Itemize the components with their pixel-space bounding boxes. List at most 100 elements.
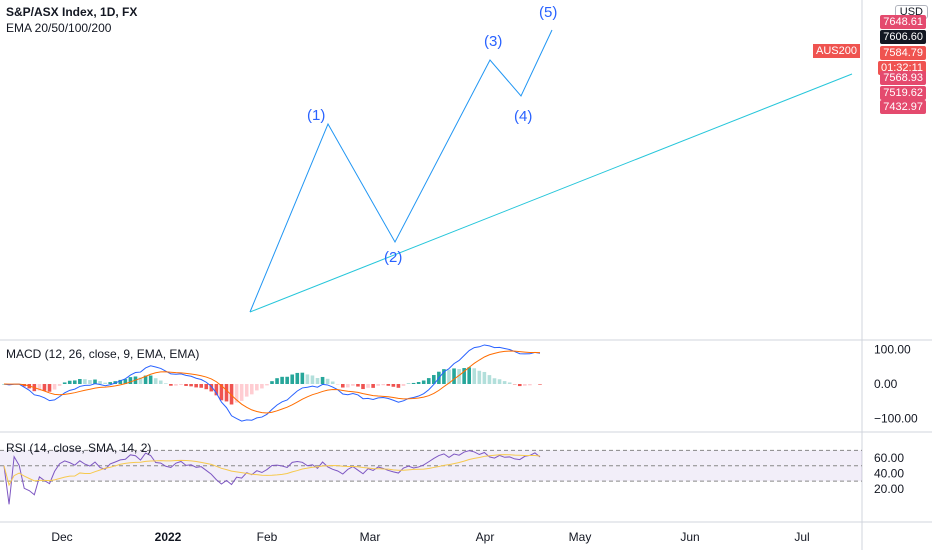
macd-histogram-bar <box>184 384 188 386</box>
x-tick-label: 2022 <box>155 530 182 544</box>
wave-label: (3) <box>484 33 502 50</box>
macd-histogram-bar <box>224 384 229 402</box>
macd-histogram-bar <box>310 375 315 384</box>
macd-histogram-bar <box>528 384 532 386</box>
macd-histogram-bar <box>280 376 284 384</box>
macd-histogram-bar <box>108 382 112 384</box>
macd-histogram-bar <box>426 378 431 384</box>
elliott-wave-line <box>249 29 553 313</box>
macd-histogram-bar <box>381 384 386 386</box>
macd-histogram-bar <box>487 375 492 384</box>
macd-histogram-bar <box>158 380 163 384</box>
macd-histogram-bar <box>523 384 527 386</box>
macd-histogram-bar <box>447 369 451 384</box>
macd-histogram-bar <box>320 376 325 384</box>
macd-histogram-bar <box>482 371 487 384</box>
support-trendline <box>249 73 853 313</box>
macd-histogram-bar <box>346 384 350 388</box>
macd-histogram-bar <box>492 378 497 384</box>
macd-histogram-bar <box>477 370 482 384</box>
rsi-line <box>3 450 541 505</box>
macd-histogram-bar <box>351 384 355 386</box>
wave-label: (1) <box>307 107 325 124</box>
macd-histogram-bar <box>442 369 446 384</box>
macd-histogram-bar <box>396 384 401 388</box>
macd-histogram-bar <box>234 384 239 403</box>
macd-histogram-bar <box>538 384 542 385</box>
macd-histogram-bar <box>219 384 224 401</box>
macd-title: MACD (12, 26, close, 9, EMA, EMA) <box>6 347 200 361</box>
macd-histogram-bar <box>199 384 204 388</box>
macd-histogram-bar <box>42 384 47 391</box>
macd-histogram-bar <box>249 384 254 395</box>
macd-histogram-bar <box>300 372 305 384</box>
macd-histogram-bar <box>416 381 421 384</box>
macd-histogram-bar <box>244 384 249 397</box>
macd-histogram-bar <box>356 384 360 387</box>
x-tick-label: Mar <box>360 530 381 544</box>
macd-histogram-bar <box>330 381 335 384</box>
macd-histogram-bar <box>285 376 289 384</box>
macd-histogram-bar <box>209 384 214 392</box>
price-tag: 7519.62 <box>880 86 926 100</box>
macd-histogram-bar <box>391 384 396 387</box>
macd-histogram-bar <box>214 384 219 396</box>
macd-histogram-bar <box>270 381 274 384</box>
macd-histogram-bar <box>315 378 320 384</box>
price-tag: 7432.97 <box>880 100 926 114</box>
signal-line <box>3 350 541 414</box>
rsi-y-tick: 60.00 <box>874 451 904 465</box>
macd-histogram-bar <box>376 384 380 386</box>
macd-histogram-bar <box>366 384 370 388</box>
macd-histogram-bar <box>194 384 198 388</box>
x-tick-label: Jul <box>794 530 809 544</box>
macd-histogram-bar <box>123 379 128 384</box>
macd-histogram-bar <box>88 380 92 384</box>
macd-histogram-bar <box>128 377 133 384</box>
macd-histogram-bar <box>517 384 522 387</box>
macd-histogram-bar <box>148 375 153 384</box>
macd-histogram-bar <box>462 368 466 384</box>
rsi-y-tick: 20.00 <box>874 482 904 496</box>
macd-histogram-bar <box>67 380 72 384</box>
macd-histogram-bar <box>78 379 82 384</box>
macd-histogram-bar <box>118 379 123 384</box>
macd-histogram-bar <box>340 384 345 388</box>
x-tick-label: May <box>569 530 592 544</box>
macd-histogram-bar <box>229 384 234 405</box>
macd-histogram-bar <box>138 377 143 384</box>
wave-label: (2) <box>384 249 402 266</box>
macd-histogram-bar <box>169 384 173 386</box>
macd-histogram-bar <box>179 384 183 386</box>
macd-histogram-bar <box>57 384 62 386</box>
macd-histogram-bar <box>305 374 310 384</box>
macd-y-tick: 0.00 <box>874 377 898 391</box>
macd-histogram-bar <box>98 381 102 384</box>
ema-legend: EMA 20/50/100/200 <box>6 21 112 35</box>
macd-histogram-bar <box>174 384 178 386</box>
macd-histogram-bar <box>386 384 391 386</box>
price-tag: 7568.93 <box>880 71 926 85</box>
x-tick-label: Dec <box>51 530 72 544</box>
price-tag: 7584.79 <box>880 46 926 60</box>
wave-label: (4) <box>514 108 532 125</box>
macd-histogram-bar <box>37 384 42 391</box>
x-tick-label: Apr <box>476 530 495 544</box>
macd-histogram-bar <box>164 383 168 384</box>
macd-histogram-bar <box>47 384 52 392</box>
macd-histogram-bar <box>361 384 365 390</box>
macd-histogram-bar <box>497 379 502 384</box>
macd-histogram-bar <box>255 384 259 391</box>
macd-histogram-bar <box>189 384 193 387</box>
macd-histogram-bar <box>371 384 375 388</box>
macd-histogram-bar <box>502 381 507 384</box>
rsi-title: RSI (14, close, SMA, 14, 2) <box>6 441 152 455</box>
macd-histogram-bar <box>239 384 244 401</box>
rsi-ma-line <box>3 454 541 487</box>
macd-histogram-bar <box>507 382 512 384</box>
macd-histogram-bar <box>401 384 406 386</box>
macd-y-tick: −100.00 <box>874 412 918 426</box>
macd-histogram-bar <box>295 372 300 384</box>
macd-histogram-bar <box>275 378 279 384</box>
